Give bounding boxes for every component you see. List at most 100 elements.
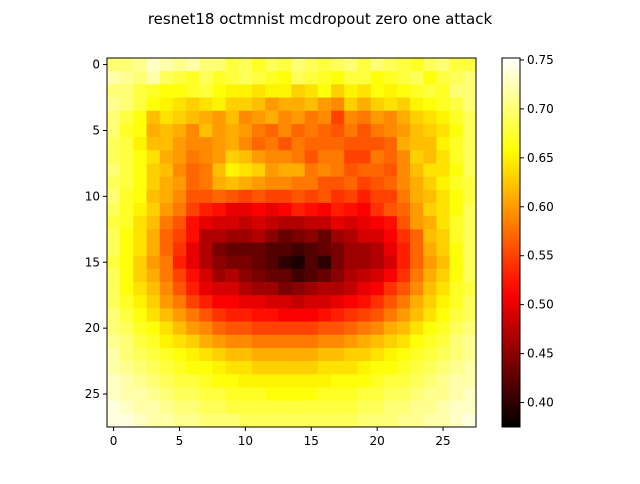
heatmap-cell: [265, 361, 279, 375]
heatmap-cell: [146, 282, 161, 296]
heatmap-cell: [449, 97, 464, 112]
heatmap-cell: [410, 163, 424, 177]
heatmap-cell: [462, 216, 477, 230]
heatmap-cell: [331, 347, 345, 362]
heatmap-cell: [410, 176, 424, 191]
heatmap-cell: [331, 361, 345, 375]
heatmap-cell: [410, 137, 424, 151]
heatmap-cell: [107, 58, 121, 72]
heatmap-cell: [449, 374, 464, 388]
heatmap-cell: [331, 176, 345, 191]
heatmap-cell: [146, 295, 161, 309]
heatmap-cell: [396, 202, 411, 217]
heatmap-cell: [238, 176, 253, 191]
heatmap-cell: [462, 400, 477, 415]
heatmap-cell: [383, 400, 398, 415]
heatmap-cell: [133, 282, 147, 296]
heatmap-cell: [462, 321, 477, 336]
heatmap-cell: [133, 229, 147, 243]
heatmap-cell: [146, 202, 161, 217]
heatmap-cell: [423, 216, 437, 230]
heatmap-cell: [199, 295, 213, 309]
colorbar-tick-label: 0.50: [527, 298, 554, 312]
heatmap-cell: [251, 334, 266, 349]
heatmap-cell: [265, 387, 279, 401]
heatmap-cell: [449, 347, 464, 362]
heatmap-cell: [133, 97, 147, 112]
heatmap-cell: [199, 242, 213, 256]
heatmap-cell: [331, 308, 345, 322]
heatmap-cell: [449, 321, 464, 336]
heatmap-cell: [383, 58, 398, 72]
heatmap-cell: [278, 216, 292, 230]
heatmap-cell: [396, 163, 411, 177]
heatmap-cell: [383, 97, 398, 112]
heatmap-cell: [212, 347, 226, 362]
heatmap-cell: [172, 176, 187, 191]
heatmap-cell: [186, 189, 200, 204]
heatmap-cell: [449, 110, 464, 125]
colorbar-tick-label: 0.70: [527, 102, 554, 116]
heatmap-cell: [212, 123, 226, 138]
heatmap-cell: [159, 176, 174, 191]
heatmap-cell: [107, 216, 121, 230]
heatmap-cell: [436, 361, 450, 375]
heatmap-cell: [238, 71, 253, 85]
heatmap-cell: [238, 282, 253, 296]
heatmap-cell: [462, 361, 477, 375]
heatmap-cell: [199, 400, 213, 415]
heatmap-cell: [423, 374, 437, 388]
heatmap-cell: [370, 347, 385, 362]
heatmap-cell: [304, 282, 319, 296]
heatmap-cell: [146, 176, 161, 191]
heatmap-cell: [410, 334, 424, 349]
heatmap-cell: [120, 84, 134, 98]
heatmap-cell: [423, 229, 437, 243]
heatmap-cell: [199, 374, 213, 388]
heatmap-cell: [291, 361, 305, 375]
heatmap-cell: [133, 110, 147, 125]
heatmap-cell: [462, 268, 477, 283]
heatmap-cell: [172, 282, 187, 296]
heatmap-cell: [238, 361, 253, 375]
heatmap-cell: [212, 110, 226, 125]
heatmap-cell: [225, 58, 240, 72]
heatmap-cell: [159, 268, 174, 283]
heatmap-cell: [396, 189, 411, 204]
heatmap-cell: [186, 268, 200, 283]
heatmap-cell: [238, 202, 253, 217]
heatmap-cell: [278, 110, 292, 125]
heatmap-cell: [278, 202, 292, 217]
heatmap-cell: [423, 295, 437, 309]
heatmap-cell: [344, 110, 358, 125]
heatmap-cell: [278, 71, 292, 85]
heatmap-cell: [436, 202, 450, 217]
heatmap-cell: [265, 334, 279, 349]
heatmap-cell: [410, 268, 424, 283]
heatmap-cell: [449, 308, 464, 322]
heatmap-cell: [278, 84, 292, 98]
heatmap-cell: [436, 71, 450, 85]
heatmap-cell: [107, 84, 121, 98]
heatmap-cell: [331, 400, 345, 415]
heatmap-cell: [265, 123, 279, 138]
heatmap-cell: [317, 84, 332, 98]
heatmap-cell: [317, 189, 332, 204]
heatmap-cell: [317, 255, 332, 270]
heatmap-cell: [396, 97, 411, 112]
heatmap-cell: [159, 150, 174, 164]
heatmap-cell: [423, 413, 437, 428]
heatmap-cell: [172, 163, 187, 177]
heatmap-cell: [251, 137, 266, 151]
heatmap-cell: [370, 202, 385, 217]
heatmap-cell: [212, 163, 226, 177]
heatmap-cell: [120, 268, 134, 283]
heatmap-cell: [199, 189, 213, 204]
heatmap-cell: [410, 58, 424, 72]
heatmap-cell: [304, 308, 319, 322]
heatmap-cell: [304, 268, 319, 283]
heatmap-cell: [291, 71, 305, 85]
heatmap-cell: [462, 137, 477, 151]
heatmap-cell: [107, 413, 121, 428]
heatmap-cell: [146, 84, 161, 98]
